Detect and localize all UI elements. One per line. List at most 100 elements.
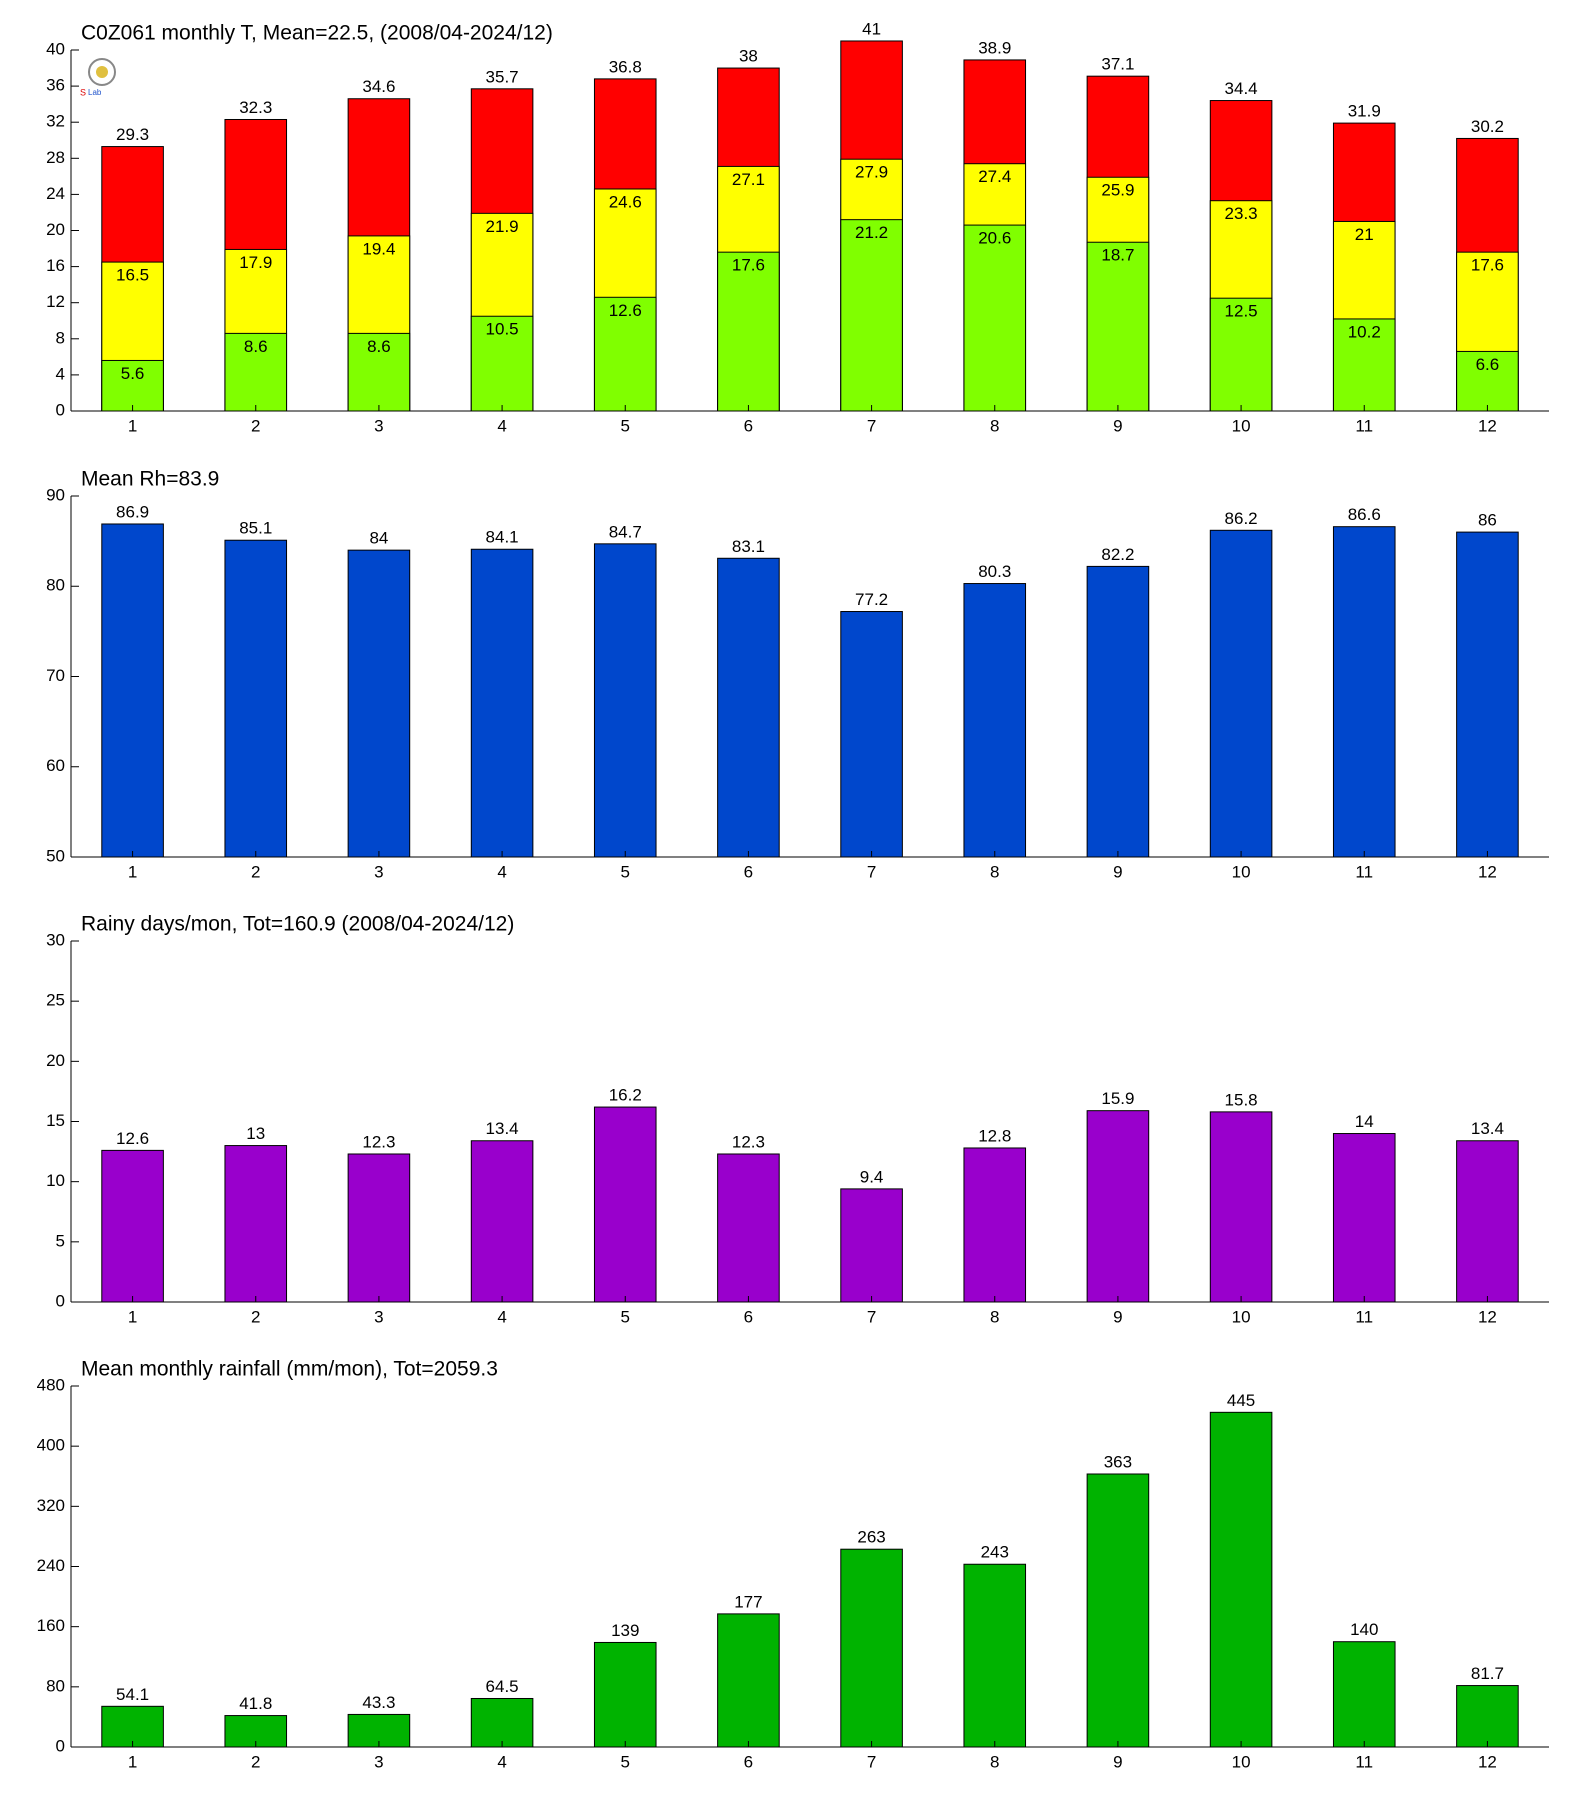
x-tick-label: 3	[374, 1307, 383, 1326]
bar	[1086, 1473, 1150, 1748]
value-label: 36.8	[609, 57, 642, 76]
bar	[963, 224, 1027, 412]
value-label: 18.7	[1101, 246, 1134, 265]
bar	[347, 549, 411, 858]
bar	[1332, 318, 1396, 412]
value-label: 12.3	[362, 1132, 395, 1151]
value-label: 363	[1104, 1452, 1132, 1471]
value-label: 86.2	[1225, 509, 1258, 528]
value-label: 24.6	[609, 192, 642, 211]
value-label: 10.5	[486, 320, 519, 339]
value-label: 84.7	[609, 522, 642, 541]
bar	[224, 332, 288, 412]
x-tick-label: 6	[744, 1752, 753, 1771]
x-tick-label: 1	[128, 1307, 137, 1326]
bar	[963, 1563, 1027, 1748]
value-label: 17.6	[732, 256, 765, 275]
x-tick-label: 2	[251, 1752, 260, 1771]
y-tick-label: 80	[46, 1676, 65, 1695]
x-tick-label: 2	[251, 1307, 260, 1326]
value-label: 445	[1227, 1391, 1255, 1410]
value-label: 27.4	[978, 167, 1011, 186]
value-label: 25.9	[1101, 181, 1134, 200]
x-tick-label: 7	[867, 862, 876, 881]
x-tick-label: 8	[990, 416, 999, 435]
x-tick-label: 4	[497, 1307, 506, 1326]
value-label: 14	[1355, 1112, 1374, 1131]
value-label: 84	[369, 529, 388, 548]
svg-text:S: S	[80, 87, 86, 97]
bar	[840, 1188, 903, 1303]
value-label: 32.3	[239, 98, 272, 117]
chart-title: Rainy days/mon, Tot=160.9 (2008/04-2024/…	[81, 913, 514, 936]
value-label: 19.4	[362, 239, 395, 258]
y-tick-label: 4	[56, 364, 65, 383]
y-tick-label: 10	[46, 1171, 65, 1190]
y-tick-label: 12	[46, 292, 65, 311]
value-label: 64.5	[486, 1677, 519, 1696]
value-label: 263	[857, 1528, 885, 1547]
bar	[1086, 241, 1150, 412]
x-tick-label: 11	[1355, 1307, 1373, 1326]
value-label: 82.2	[1101, 545, 1134, 564]
value-label: 17.9	[239, 253, 272, 272]
chart-title: C0Z061 monthly T, Mean=22.5, (2008/04-20…	[81, 22, 553, 45]
bar	[717, 251, 780, 412]
x-tick-label: 11	[1355, 1752, 1373, 1771]
value-label: 81.7	[1471, 1664, 1504, 1683]
value-label: 27.1	[732, 170, 765, 189]
x-tick-label: 9	[1113, 1752, 1122, 1771]
x-tick-label: 4	[497, 1752, 506, 1771]
x-tick-label: 5	[621, 1752, 630, 1771]
bar	[593, 1641, 657, 1748]
x-tick-label: 3	[374, 862, 383, 881]
value-label: 21.9	[486, 217, 519, 236]
bar	[717, 1153, 780, 1303]
bar	[470, 548, 534, 858]
value-label: 85.1	[239, 519, 272, 538]
x-tick-label: 1	[128, 416, 137, 435]
x-tick-label: 7	[867, 1307, 876, 1326]
x-tick-label: 12	[1478, 862, 1497, 881]
value-label: 9.4	[860, 1167, 884, 1186]
bar	[1332, 1641, 1396, 1748]
chart-title: Mean Rh=83.9	[81, 468, 219, 491]
y-tick-label: 400	[37, 1436, 65, 1455]
x-tick-label: 11	[1355, 862, 1373, 881]
x-tick-label: 10	[1232, 862, 1251, 881]
x-tick-label: 2	[251, 416, 260, 435]
bar	[1209, 1411, 1273, 1748]
y-tick-label: 30	[46, 930, 65, 949]
y-tick-label: 24	[46, 184, 65, 203]
y-tick-label: 20	[46, 220, 65, 239]
value-label: 41.8	[239, 1694, 272, 1713]
bar	[1086, 565, 1150, 858]
bar	[1209, 1111, 1273, 1303]
value-label: 35.7	[486, 67, 519, 86]
value-label: 12.8	[978, 1126, 1011, 1145]
value-label: 12.6	[609, 301, 642, 320]
x-tick-label: 12	[1478, 416, 1497, 435]
bar	[1332, 526, 1396, 858]
bar	[101, 523, 164, 858]
bar	[1456, 1685, 1519, 1748]
value-label: 140	[1350, 1620, 1378, 1639]
x-tick-label: 3	[374, 416, 383, 435]
value-label: 86.9	[116, 502, 149, 521]
bar	[470, 315, 534, 412]
y-tick-label: 40	[46, 39, 65, 58]
value-label: 13.4	[1471, 1119, 1504, 1138]
value-label: 27.9	[855, 163, 888, 182]
bar	[963, 583, 1027, 858]
y-tick-label: 15	[46, 1111, 65, 1130]
bar	[1456, 350, 1519, 412]
bar	[840, 611, 903, 858]
x-tick-label: 4	[497, 862, 506, 881]
logo: S Lab	[80, 58, 116, 97]
value-label: 12.5	[1225, 302, 1258, 321]
x-tick-label: 5	[621, 416, 630, 435]
y-tick-label: 25	[46, 991, 65, 1010]
value-label: 21	[1355, 225, 1374, 244]
bar	[593, 296, 657, 412]
